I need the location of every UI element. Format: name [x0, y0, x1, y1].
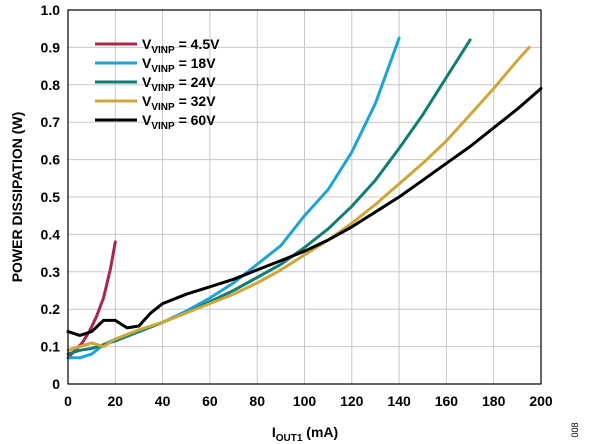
y-tick-label: 0.3 [41, 264, 61, 280]
y-tick-label: 1.0 [41, 2, 61, 18]
legend-item: VVINP = 32V [95, 93, 216, 113]
legend-item: VVINP = 24V [95, 74, 216, 94]
grid-lines [68, 10, 541, 384]
y-tick-label: 0 [52, 376, 60, 392]
x-axis-title-unit: (mA) [302, 424, 338, 440]
legend-label: VVINP = 60V [142, 112, 216, 132]
legend-label: VVINP = 32V [142, 93, 216, 113]
y-tick-label: 0.1 [41, 339, 61, 355]
legend-item: VVINP = 60V [95, 112, 216, 132]
x-tick-label: 80 [249, 393, 265, 409]
legend-label: VVINP = 24V [142, 74, 216, 94]
series-line-5 [66, 87, 543, 337]
x-tick-label: 40 [155, 393, 171, 409]
series-line-2 [66, 36, 401, 360]
y-tick-label: 0.6 [41, 152, 61, 168]
y-axis-title: POWER DISSIPATION (W) [9, 112, 25, 283]
x-tick-label: 100 [293, 393, 317, 409]
y-tick-label: 0.2 [41, 301, 61, 317]
x-axis-title: IOUT1 (mA) [272, 424, 338, 444]
y-tick-label: 0.4 [41, 226, 61, 242]
series-line-1 [66, 240, 117, 360]
y-tick-label: 0.9 [41, 39, 61, 55]
x-tick-label: 160 [435, 393, 459, 409]
x-tick-label: 180 [482, 393, 506, 409]
y-tick-label: 0.5 [41, 189, 61, 205]
y-tick-label: 0.7 [41, 114, 61, 130]
series-lines [66, 36, 543, 360]
legend-label: VVINP = 4.5V [142, 36, 220, 56]
x-tick-label: 60 [202, 393, 218, 409]
legend-item: VVINP = 4.5V [95, 36, 220, 56]
x-axis-title-main: I [272, 424, 276, 440]
x-axis-title-subscript: OUT1 [276, 433, 303, 444]
tick-labels: 0 20 40 60 80 100 120 140 160 180 200 0 0.1 0.2 0.3 0.4… [41, 2, 553, 409]
legend-item: VVINP = 18V [95, 55, 216, 75]
legend-label: VVINP = 18V [142, 55, 216, 75]
x-tick-label: 200 [529, 393, 553, 409]
series-line-4 [66, 45, 531, 352]
x-tick-label: 0 [64, 393, 72, 409]
plot-border [67, 9, 542, 385]
x-tick-label: 20 [108, 393, 124, 409]
x-tick-label: 140 [387, 393, 411, 409]
figure-id: 008 [570, 422, 580, 437]
x-tick-label: 120 [340, 393, 364, 409]
y-tick-label: 0.8 [41, 77, 61, 93]
